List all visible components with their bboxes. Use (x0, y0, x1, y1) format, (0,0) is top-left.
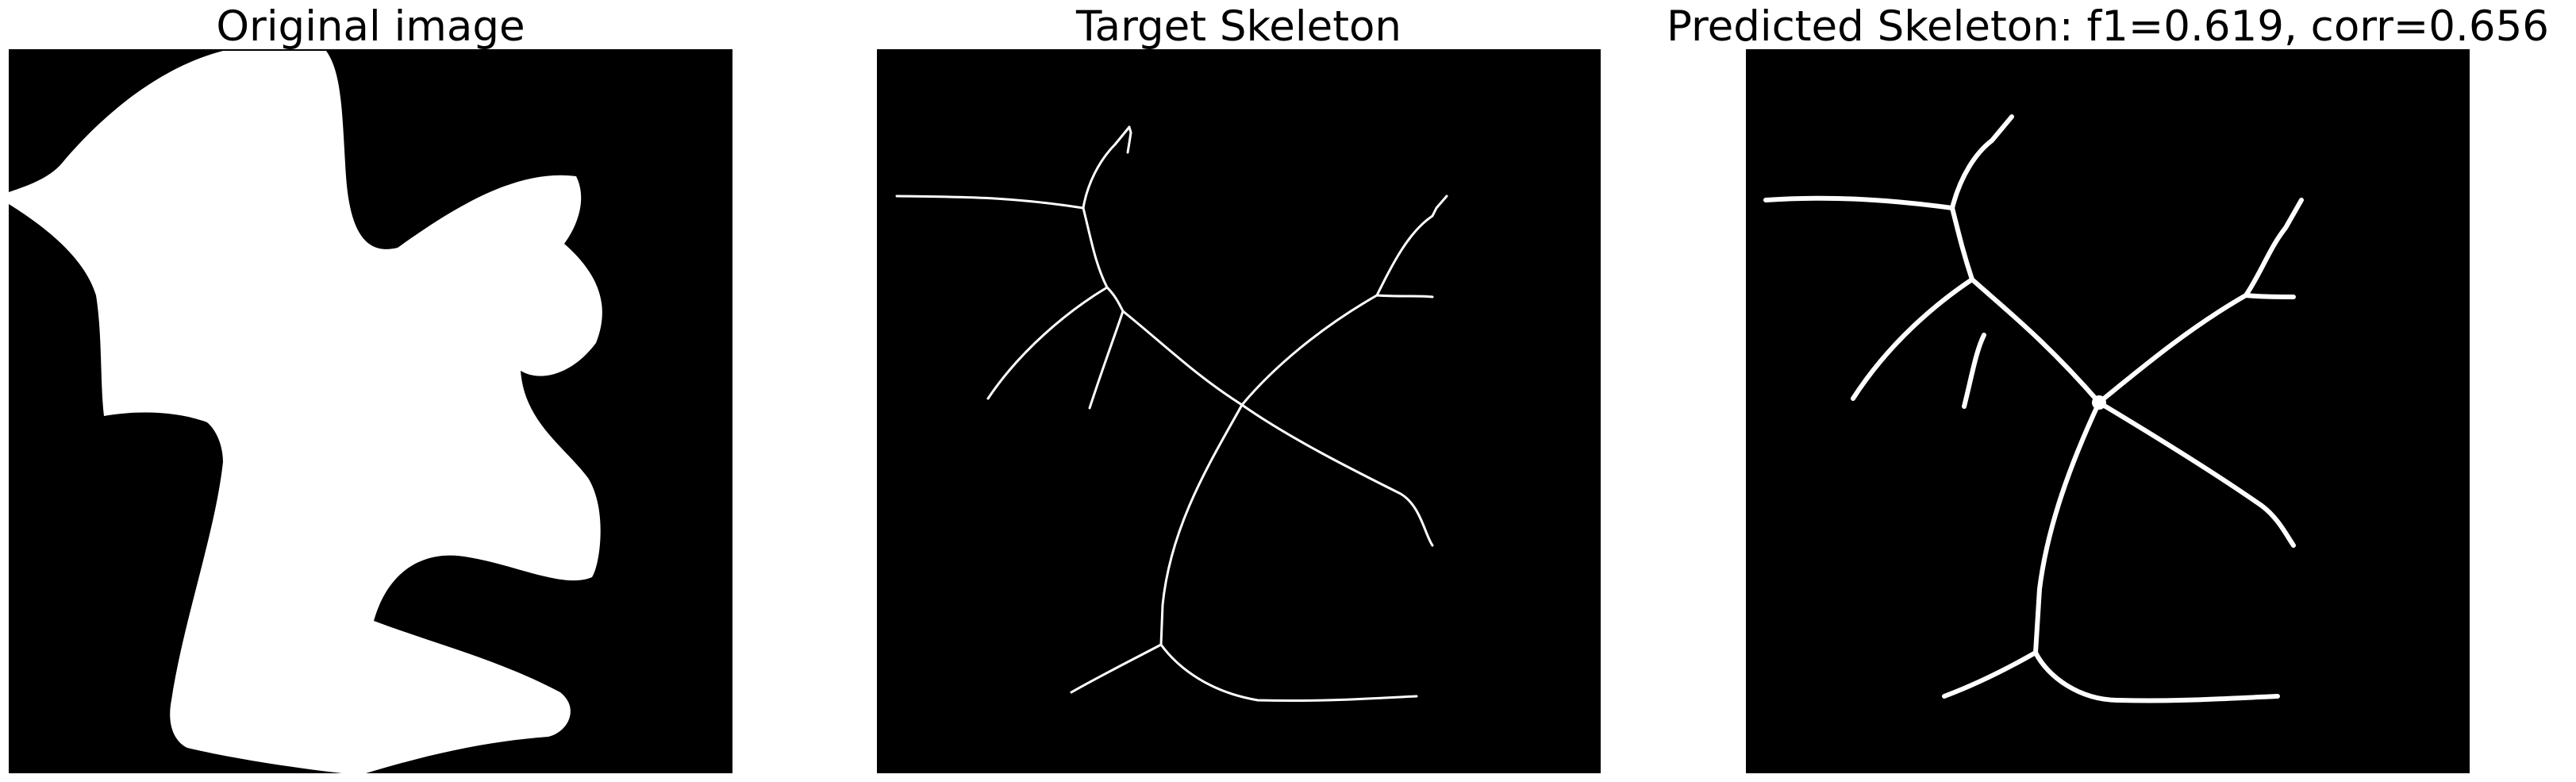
panel-title: Target Skeleton (1076, 2, 1401, 51)
panel-original-image: Original image (9, 0, 732, 782)
junction-node (2092, 395, 2106, 410)
predicted-skeleton-image (1746, 49, 2470, 773)
panel-title: Original image (216, 2, 525, 51)
skeleton-lines (1763, 114, 2304, 703)
original-image (9, 49, 732, 773)
panel-predicted-skeleton: Predicted Skeleton: f1=0.619, corr=0.656 (1667, 0, 2549, 782)
panel-title: Predicted Skeleton: f1=0.619, corr=0.656 (1666, 2, 2550, 51)
white-blob-shape (9, 51, 602, 773)
panel-target-skeleton: Target Skeleton (877, 0, 1601, 782)
target-skeleton-image (877, 49, 1601, 773)
skeleton-lines (895, 125, 1448, 703)
